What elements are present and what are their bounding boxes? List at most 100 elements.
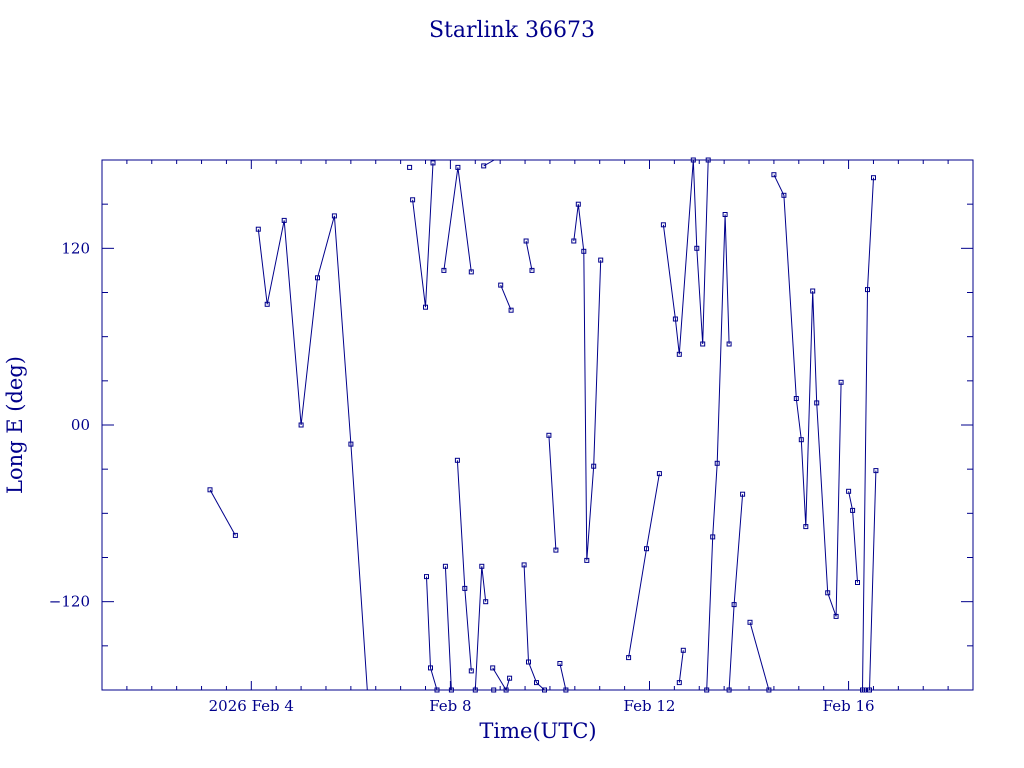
data-point xyxy=(714,460,720,466)
series-line xyxy=(662,159,709,355)
data-point xyxy=(281,217,287,223)
data-point xyxy=(862,687,867,693)
data-point xyxy=(850,507,856,513)
data-point xyxy=(553,547,559,553)
data-point xyxy=(672,316,678,322)
series-line xyxy=(848,177,874,691)
data-point xyxy=(523,238,529,244)
series-line xyxy=(427,460,494,690)
series-6 xyxy=(557,201,604,693)
data-point xyxy=(232,532,238,538)
data-point xyxy=(825,590,831,596)
data-point xyxy=(410,197,416,203)
data-point xyxy=(871,175,876,181)
series-8 xyxy=(660,157,711,357)
y-axis-label: Long E (deg) xyxy=(3,356,27,494)
data-point xyxy=(441,267,447,273)
data-point xyxy=(644,546,649,552)
data-point xyxy=(546,432,552,438)
data-point xyxy=(255,226,261,232)
data-point xyxy=(766,687,772,693)
data-point xyxy=(591,463,597,469)
data-point xyxy=(455,164,461,170)
series-line xyxy=(706,214,730,691)
data-point xyxy=(521,562,527,568)
data-point xyxy=(726,341,732,347)
data-point xyxy=(710,534,716,540)
data-point xyxy=(660,222,666,228)
data-point xyxy=(584,557,590,563)
series-11 xyxy=(726,491,746,693)
data-point xyxy=(803,524,809,530)
data-point xyxy=(481,163,487,169)
data-point xyxy=(315,275,320,281)
y-tick-label: 00 xyxy=(71,416,90,434)
series-3 xyxy=(407,160,544,313)
data-point xyxy=(814,400,820,406)
data-point xyxy=(483,599,489,605)
data-point xyxy=(722,212,728,217)
series-9 xyxy=(676,647,686,686)
series-7 xyxy=(626,471,662,661)
series-1 xyxy=(207,487,238,538)
data-point xyxy=(700,341,706,347)
data-point xyxy=(491,687,497,693)
data-point xyxy=(298,422,304,428)
data-point xyxy=(557,661,563,666)
data-point xyxy=(694,245,700,251)
data-point xyxy=(680,647,686,653)
data-point xyxy=(434,687,440,693)
tick-labels: 2026 Feb 4 Feb 8 Feb 12 Feb 16 120 00 −120 xyxy=(49,239,875,715)
data-point xyxy=(810,288,816,294)
data-point xyxy=(507,675,513,681)
series-12 xyxy=(747,619,772,693)
data-point xyxy=(705,157,711,163)
data-point xyxy=(490,665,496,671)
series-line xyxy=(773,174,842,617)
y-tick-label: 120 xyxy=(61,239,90,257)
series-line xyxy=(257,215,368,691)
data-point xyxy=(690,157,696,163)
series-line xyxy=(492,435,557,692)
data-point xyxy=(704,687,710,693)
data-point xyxy=(423,304,428,310)
plot-frame xyxy=(101,159,974,691)
data-point xyxy=(407,164,413,170)
data-point xyxy=(865,287,870,293)
data-point xyxy=(348,441,354,447)
data-point xyxy=(479,563,485,569)
x-tick-label: 2026 Feb 4 xyxy=(209,697,294,715)
data-point xyxy=(571,238,577,244)
data-point xyxy=(626,655,632,661)
data-point xyxy=(575,201,581,207)
data-point xyxy=(529,267,535,273)
data-point xyxy=(747,619,753,625)
series-5 xyxy=(490,432,559,693)
data-point xyxy=(855,580,860,585)
series-layer xyxy=(207,157,879,693)
data-point xyxy=(498,282,504,288)
data-point xyxy=(264,301,270,307)
x-axis-label: Time(UTC) xyxy=(479,719,596,743)
data-point xyxy=(508,307,514,313)
series-line xyxy=(864,470,877,691)
x-tick-label: Feb 8 xyxy=(429,697,471,715)
data-point xyxy=(846,488,852,494)
data-point xyxy=(771,172,777,178)
x-tick-label: Feb 16 xyxy=(823,697,875,715)
data-point xyxy=(676,351,682,357)
data-point xyxy=(726,687,732,693)
data-point xyxy=(731,602,737,608)
series-14 xyxy=(846,175,876,693)
series-line xyxy=(728,494,744,691)
data-point xyxy=(656,471,662,477)
data-point xyxy=(563,687,569,693)
data-point xyxy=(430,160,436,166)
data-point xyxy=(542,687,547,693)
data-point xyxy=(468,668,474,674)
series-10 xyxy=(704,212,732,693)
data-point xyxy=(472,687,478,693)
data-point xyxy=(598,257,604,263)
data-point xyxy=(781,192,787,198)
